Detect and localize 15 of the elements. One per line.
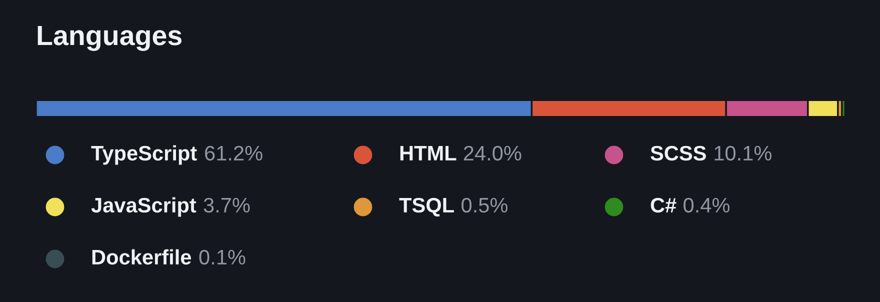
legend-label: SCSS <box>650 146 706 161</box>
text: 10.1% <box>714 146 772 161</box>
text: 3.7% <box>204 198 250 213</box>
text: 0.5% <box>462 198 508 213</box>
legend-label: C# <box>650 198 676 213</box>
legend-label: JavaScript <box>91 197 196 217</box>
legend-label: TSQL <box>399 198 454 216</box>
text: 0.4% <box>684 198 730 213</box>
text: 61.2% <box>205 146 262 161</box>
legend-label: Dockerfile <box>92 249 192 265</box>
chart-title: Languages <box>38 26 182 51</box>
text: 0.1% <box>199 250 246 265</box>
series-label: TypeScript <box>91 145 197 165</box>
legend-label: HTML <box>400 146 456 160</box>
text: 24.0% <box>464 146 522 161</box>
